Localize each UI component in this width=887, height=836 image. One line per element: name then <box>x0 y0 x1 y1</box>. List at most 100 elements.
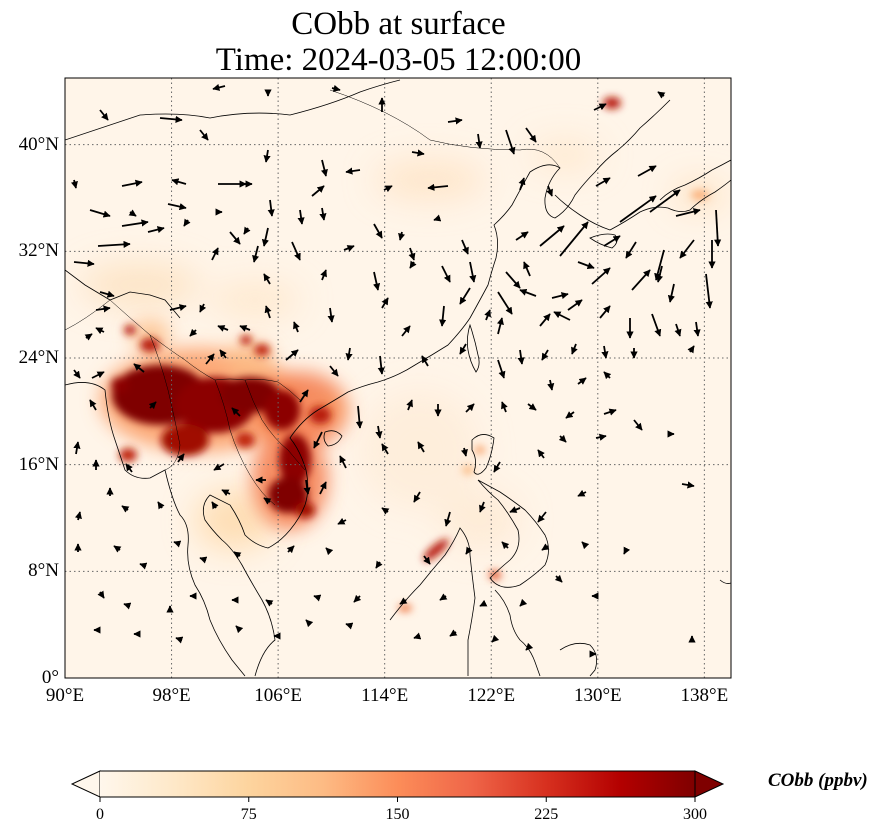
wind-arrow <box>293 321 300 333</box>
wind-arrow <box>595 433 607 441</box>
wind-arrow <box>345 347 353 361</box>
wind-arrow <box>345 622 354 630</box>
wind-arrow <box>311 185 325 197</box>
colorbar-tick-label: 0 <box>96 806 104 823</box>
wind-arrow <box>497 291 513 315</box>
wind-arrow <box>493 461 501 473</box>
wind-arrow <box>263 273 271 285</box>
wind-arrow <box>551 292 569 300</box>
wind-arrow <box>70 179 78 189</box>
wind-arrow <box>577 489 587 497</box>
wind-arrow <box>157 501 165 510</box>
wind-arrow <box>479 599 488 607</box>
wind-arrow <box>427 183 449 191</box>
wind-arrow <box>461 239 469 255</box>
wind-arrow <box>177 453 185 463</box>
wind-arrow <box>243 226 251 235</box>
wind-arrow <box>537 449 545 459</box>
wind-arrow <box>539 225 565 247</box>
colorbar-extend-min <box>70 770 101 798</box>
wind-arrow <box>449 629 458 637</box>
wind-arrow <box>147 226 165 234</box>
chart-title: CObb at surface <box>291 6 506 42</box>
wind-arrow <box>714 209 722 247</box>
wind-arrow <box>91 371 105 379</box>
wind-arrow <box>121 505 130 513</box>
wind-arrow <box>491 634 500 643</box>
wind-arrow <box>593 103 607 111</box>
wind-arrow <box>651 313 662 337</box>
wind-arrow <box>541 349 549 361</box>
wind-arrow <box>189 328 198 337</box>
wind-arrow <box>411 149 425 157</box>
wind-arrow <box>381 507 390 515</box>
wind-arrow <box>320 269 327 281</box>
wind-arrow <box>667 283 675 303</box>
wind-arrow <box>459 343 467 355</box>
wind-arrow <box>423 555 431 565</box>
wind-arrow <box>501 401 508 413</box>
wind-arrow <box>320 159 328 177</box>
wind-arrow <box>373 223 383 239</box>
wind-arrow <box>73 259 95 267</box>
wind-arrow <box>353 594 362 603</box>
wind-arrow <box>205 353 215 365</box>
wind-arrow <box>331 84 341 92</box>
wind-arrow <box>211 501 219 510</box>
wind-arrow <box>519 598 528 607</box>
wind-arrow <box>571 343 578 355</box>
wind-arrow <box>469 261 477 283</box>
wind-arrow <box>381 443 389 455</box>
wind-arrow <box>505 271 521 289</box>
wind-arrow <box>285 349 299 361</box>
wind-arrow <box>235 625 244 634</box>
wind-arrow <box>303 479 311 495</box>
wind-arrow <box>515 231 529 241</box>
coastlines <box>65 79 731 677</box>
wind-arrow <box>406 399 413 411</box>
wind-arrow <box>421 355 429 367</box>
wind-arrow <box>319 481 327 495</box>
wind-arrow <box>577 261 595 270</box>
wind-arrow <box>319 207 327 221</box>
wind-arrow <box>399 597 408 605</box>
wind-arrow <box>581 541 590 550</box>
wind-vectors <box>70 83 722 658</box>
wind-arrow <box>139 562 148 570</box>
wind-arrow <box>409 260 417 269</box>
wind-arrow <box>263 149 271 163</box>
wind-arrow <box>345 167 361 175</box>
wind-arrow <box>527 403 537 411</box>
wind-arrow <box>84 333 93 341</box>
wind-arrow <box>591 267 611 285</box>
wind-arrow <box>565 411 575 419</box>
wind-arrow <box>553 311 571 321</box>
map-frame <box>64 77 732 679</box>
wind-arrow <box>381 297 389 309</box>
wind-arrow <box>113 545 122 553</box>
wind-arrow <box>433 214 442 222</box>
wind-arrow <box>649 189 681 213</box>
wind-arrow <box>337 517 347 525</box>
wind-arrow <box>167 203 187 211</box>
wind-arrow <box>261 227 269 247</box>
wind-arrow <box>199 129 209 141</box>
wind-arrow <box>479 501 486 513</box>
colorbar-label: CObb (ppbv) <box>768 770 868 791</box>
lon-tick-label: 130°E <box>573 685 622 706</box>
wind-arrow <box>252 245 260 263</box>
lat-tick-label: 0° <box>41 667 59 688</box>
wind-arrow <box>263 497 272 505</box>
wind-arrow <box>496 317 504 335</box>
wind-arrow <box>525 642 534 651</box>
colorbar <box>70 770 725 802</box>
chart-subtitle: Time: 2024-03-05 12:00:00 <box>215 42 582 78</box>
wind-arrow <box>212 83 226 91</box>
wind-arrow <box>465 403 475 413</box>
wind-arrow <box>619 195 657 223</box>
wind-arrow <box>343 245 355 252</box>
wind-arrow <box>74 511 82 521</box>
wind-arrow <box>383 185 393 193</box>
wind-arrow <box>539 313 551 327</box>
wind-arrow <box>267 199 275 217</box>
